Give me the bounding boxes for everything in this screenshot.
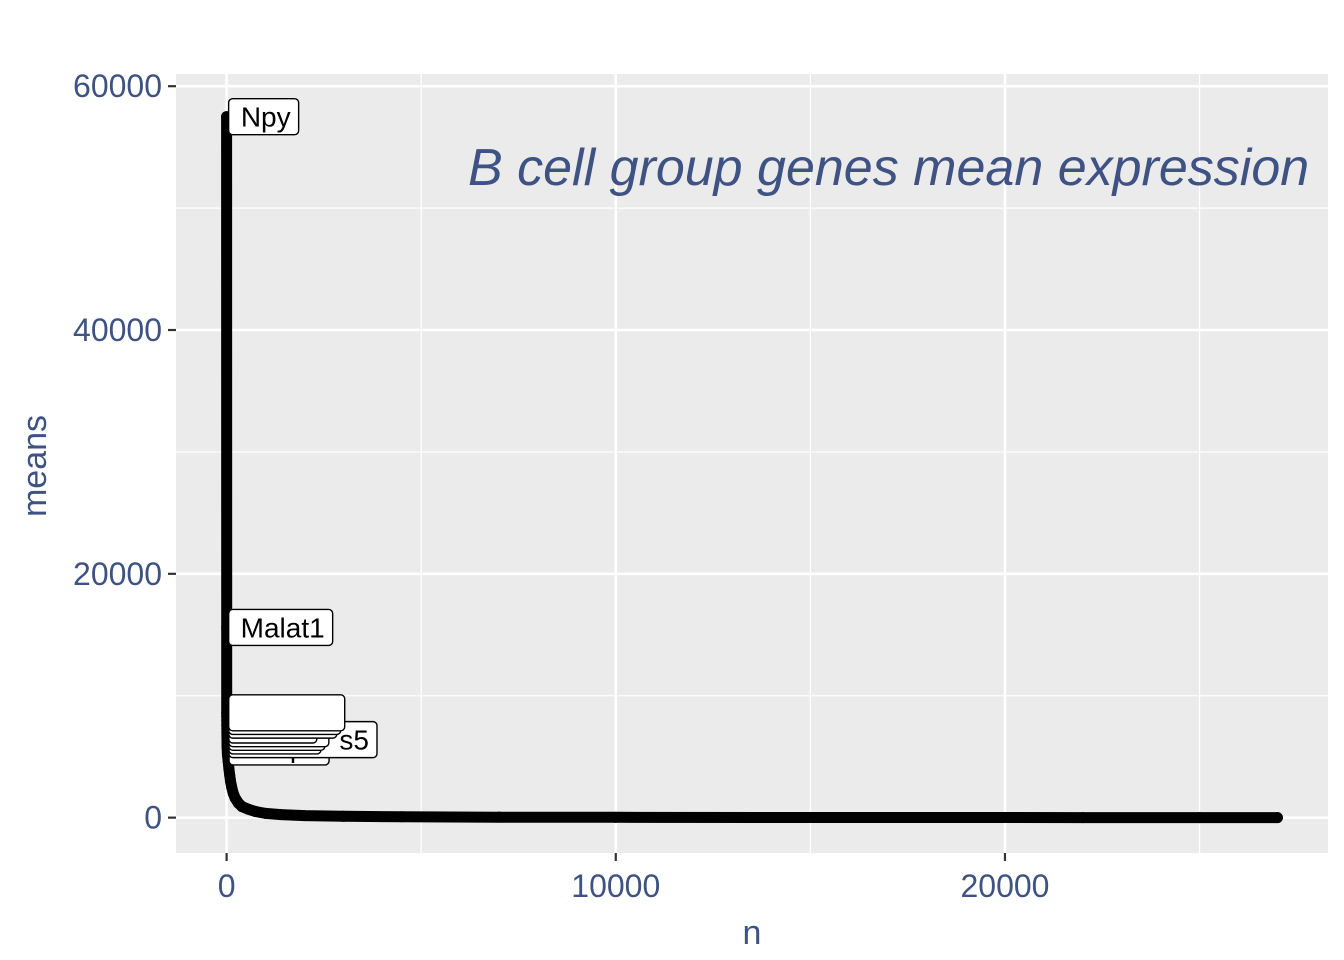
data-point [610, 811, 622, 823]
label-box [227, 608, 334, 647]
data-point [337, 810, 349, 822]
data-point [1077, 812, 1089, 824]
label-box [228, 694, 346, 732]
data-point [1194, 812, 1206, 824]
data-point [921, 812, 933, 824]
y-axis-title: means [16, 415, 54, 517]
x-axis-title: n [743, 914, 762, 952]
point-label [228, 694, 346, 732]
label-text: Malat1 [241, 612, 325, 643]
y-tick-label: 40000 [73, 312, 162, 348]
data-point [396, 811, 408, 823]
data-point [493, 811, 505, 823]
axes: 0 20000 40000 60000 0 10000 20000 [73, 68, 1049, 904]
x-tick-label: 20000 [960, 868, 1049, 904]
data-point [260, 807, 272, 819]
label-box [227, 97, 300, 136]
chart-title: B cell group genes mean expression [468, 139, 1309, 197]
point-label: Npy [227, 97, 300, 136]
y-tick-label: 0 [144, 800, 162, 836]
x-tick-label: 0 [218, 868, 236, 904]
data-point [275, 809, 287, 821]
point-labels: Ndfip1s5Ccl4Malat1Npy [227, 97, 378, 766]
y-tick-label: 60000 [73, 68, 162, 104]
data-point [765, 811, 777, 823]
data-point [250, 806, 262, 818]
x-tick-label: 10000 [571, 868, 660, 904]
y-tick-label: 20000 [73, 556, 162, 592]
point-label: Malat1 [227, 608, 334, 647]
label-text: Npy [241, 102, 291, 133]
data-point [1271, 812, 1283, 824]
data-point [298, 810, 310, 822]
